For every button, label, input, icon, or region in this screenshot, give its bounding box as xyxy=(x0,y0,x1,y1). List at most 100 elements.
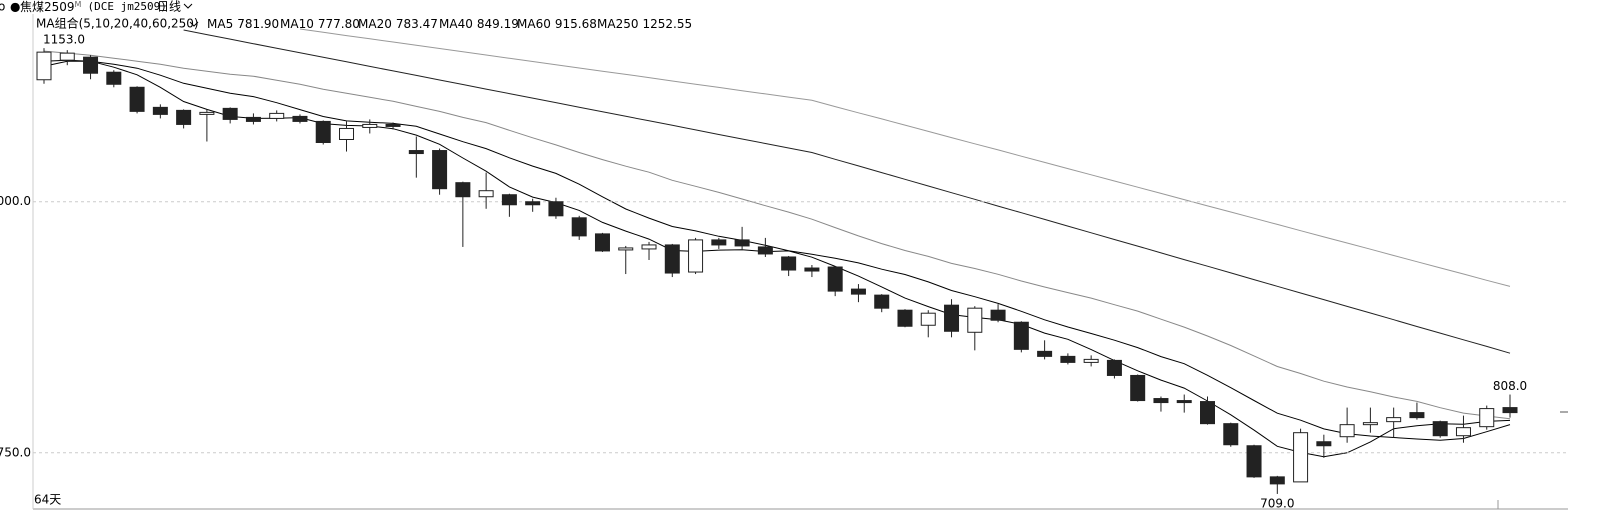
candle-body xyxy=(152,106,168,115)
legend-name: MA20 xyxy=(358,17,392,31)
ma-dropdown[interactable] xyxy=(189,21,199,27)
candle-body xyxy=(408,150,424,155)
legend-name: MA5 xyxy=(207,17,233,31)
candle-body xyxy=(362,123,378,128)
legend-value: 783.47 xyxy=(396,17,438,31)
candle-body xyxy=(432,150,448,190)
candle-body xyxy=(897,309,913,327)
candle-body xyxy=(292,115,308,122)
legend-item: MA5 781.90 xyxy=(207,17,279,31)
candle-body xyxy=(222,107,238,120)
candle-body xyxy=(106,71,122,85)
candle-body xyxy=(734,239,750,247)
candle-body xyxy=(36,51,52,81)
candle-body xyxy=(129,86,145,112)
candle-body xyxy=(315,120,331,144)
candle-body xyxy=(1269,476,1285,485)
candle-body xyxy=(641,244,657,250)
ma-line xyxy=(43,60,1511,458)
candle-body xyxy=(781,256,797,271)
candle-body xyxy=(501,194,517,206)
extreme-label: 808.0 xyxy=(1493,379,1527,393)
legend-item: MA40 849.19 xyxy=(439,17,519,31)
candle-body xyxy=(1153,398,1169,404)
candle-body xyxy=(1176,400,1192,404)
candle-body xyxy=(83,56,99,74)
candle-body xyxy=(1246,445,1262,478)
header-mark: ● xyxy=(10,0,20,14)
candle-body xyxy=(850,288,866,295)
candle-body xyxy=(711,239,727,246)
period[interactable]: 日线 xyxy=(157,0,181,14)
legend-value: 777.80 xyxy=(318,17,360,31)
y-tick-label: 750.0 xyxy=(0,445,31,459)
legend-item: MA20 783.47 xyxy=(358,17,438,31)
legend-name: MA40 xyxy=(439,17,473,31)
candle-body xyxy=(1083,358,1099,363)
legend-value: 849.19 xyxy=(477,17,519,31)
ma-line xyxy=(299,28,1511,287)
candle-body xyxy=(1060,355,1076,363)
candle-body xyxy=(1455,427,1471,437)
candle-body xyxy=(1479,408,1495,428)
candle-body xyxy=(176,109,192,125)
candle-body xyxy=(1223,423,1239,446)
candle-body xyxy=(1013,321,1029,350)
candle-body xyxy=(525,201,541,206)
candle-body xyxy=(478,190,494,198)
candle-body xyxy=(1037,350,1053,357)
ma-lines xyxy=(43,28,1511,458)
legend-name: MA60 xyxy=(517,17,551,31)
candle-body xyxy=(548,201,564,217)
candle-body xyxy=(664,244,680,274)
header-mark: o xyxy=(0,0,5,14)
candle-body xyxy=(339,127,355,140)
candle-body xyxy=(990,309,1006,321)
candle-body xyxy=(1200,401,1215,425)
candle-body xyxy=(571,217,587,237)
candle-body xyxy=(1316,441,1332,447)
candle-body xyxy=(1106,359,1122,376)
candle-body xyxy=(594,233,610,252)
legend-value: 915.68 xyxy=(555,17,597,31)
legend-value: 781.90 xyxy=(237,17,279,31)
candle-body xyxy=(245,116,261,122)
symbol-name: 焦煤2509 xyxy=(20,0,75,14)
ma-line xyxy=(183,29,1511,354)
days-label: 64天 xyxy=(34,493,61,507)
period-dropdown[interactable] xyxy=(183,3,193,9)
legend-name: MA10 xyxy=(280,17,314,31)
legend-item: MA60 915.68 xyxy=(517,17,597,31)
candle-body xyxy=(1386,417,1402,423)
candle-body xyxy=(1339,424,1355,438)
candle-body xyxy=(827,266,843,292)
candle-body xyxy=(920,312,936,326)
legend-value: 1252.55 xyxy=(642,17,692,31)
candle-body xyxy=(199,111,215,115)
candle-body xyxy=(1362,422,1378,426)
candle-body xyxy=(1409,412,1425,419)
candle-body xyxy=(967,307,983,333)
candle-body xyxy=(1502,407,1518,414)
extreme-label: 1153.0 xyxy=(43,33,85,47)
candle-body xyxy=(944,304,960,332)
candle-body xyxy=(269,112,285,119)
ma-line xyxy=(43,50,1511,420)
candle-body xyxy=(385,123,401,127)
candle-body xyxy=(757,246,773,255)
legend-item: MA10 777.80 xyxy=(280,17,360,31)
candle-body xyxy=(1130,374,1146,402)
candle-body xyxy=(688,239,704,273)
candle-body xyxy=(804,267,820,272)
symbol: 焦煤2509M (DCE jm2509) xyxy=(20,0,167,14)
symbol-sup: M xyxy=(75,0,82,9)
candle-body xyxy=(1432,421,1448,437)
candle-body xyxy=(874,294,890,309)
legend-name: MA250 xyxy=(597,17,638,31)
legend-item: MA250 1252.55 xyxy=(597,17,692,31)
ma-group[interactable]: MA组合(5,10,20,40,60,250) xyxy=(36,16,199,31)
candle-body xyxy=(618,247,634,251)
candle-body xyxy=(1293,432,1309,483)
